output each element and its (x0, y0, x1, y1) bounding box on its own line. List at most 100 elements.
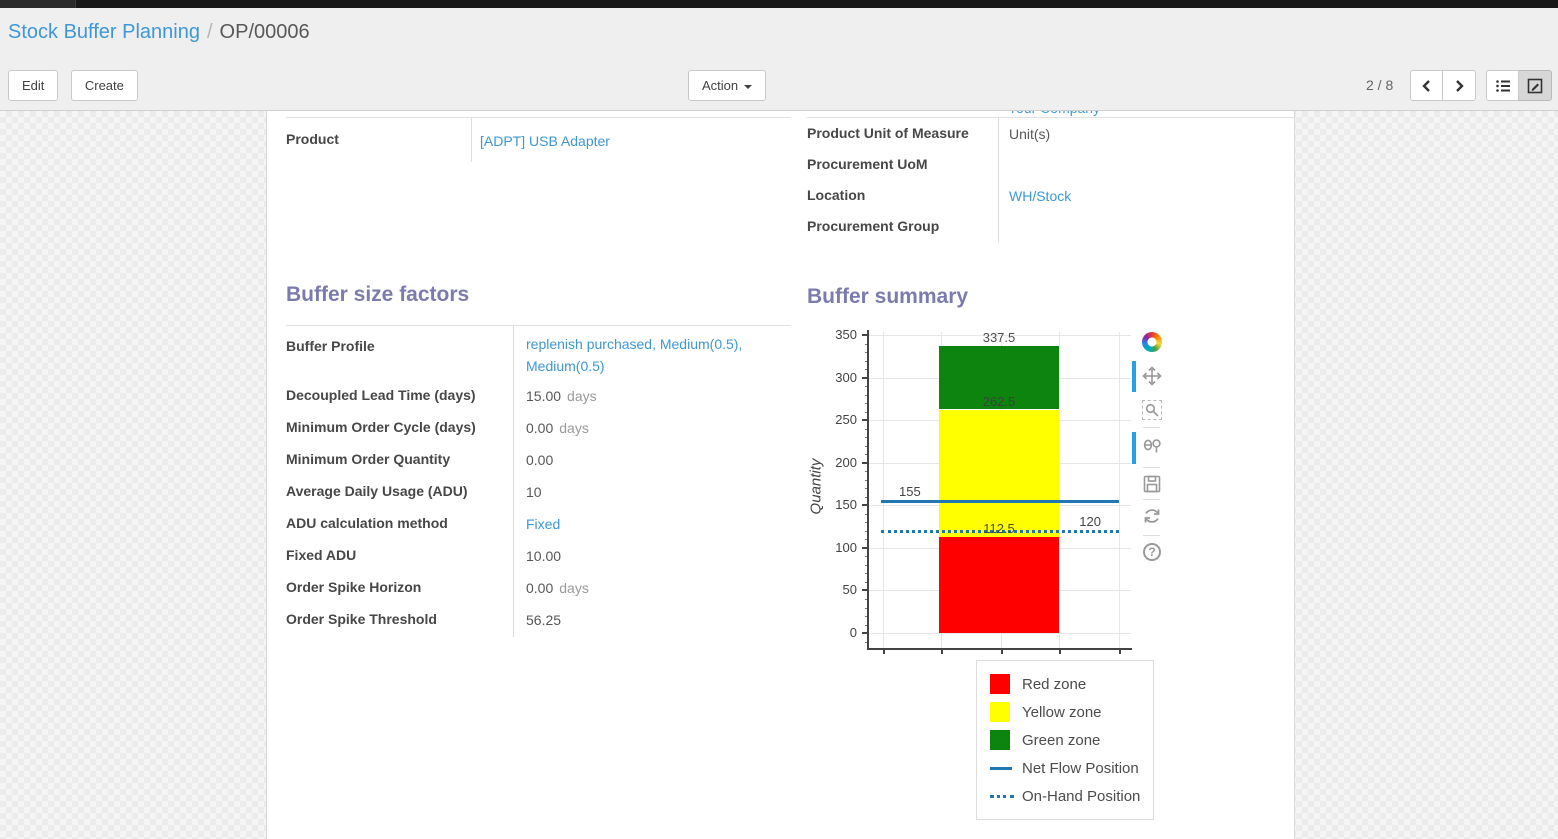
y-tick-label: 300 (835, 369, 857, 385)
create-button[interactable]: Create (70, 70, 138, 101)
buffer-profile-value-link[interactable]: replenish purchased, Medium(0.5), Medium… (526, 336, 743, 374)
chart-legend: Red zone Yellow zone Green zone Net Flow… (976, 660, 1154, 820)
red-zone-swatch (990, 674, 1010, 694)
min-order-qty-value: 0.00 (526, 452, 554, 468)
x-tick (883, 649, 885, 654)
chart-modebar (1132, 328, 1166, 578)
pager-counter[interactable]: 2 / 8 (1366, 77, 1394, 93)
field-row-fixed-adu: Fixed ADU 10.00 (286, 541, 791, 573)
field-row-procurement-uom: Procurement UoM (807, 149, 1294, 180)
location-label: Location (807, 187, 866, 203)
adu-method-value-link[interactable]: Fixed (526, 516, 561, 532)
x-tick (1001, 649, 1003, 654)
min-order-cycle-unit: days (559, 420, 589, 436)
zoom-icon[interactable] (1141, 399, 1163, 421)
field-row-dlt: Decoupled Lead Time (days) 15.00 days (286, 381, 791, 413)
main-background: Your Company Product [ADPT] USB Adapter … (0, 111, 1558, 839)
legend-item-red-zone[interactable]: Red zone (990, 670, 1153, 698)
on-hand-dots-swatch (990, 794, 1014, 798)
min-order-cycle-value: 0.00 (526, 420, 554, 436)
legend-item-yellow-zone[interactable]: Yellow zone (990, 698, 1153, 726)
bar-zone-yellow-zone (939, 409, 1059, 538)
pager-next-button[interactable] (1443, 70, 1476, 101)
pager-previous-button[interactable] (1410, 70, 1443, 101)
y-tick-label: 50 (842, 582, 857, 598)
product-label: Product (286, 131, 339, 147)
adu-value: 10 (526, 484, 542, 500)
line-value-label: 120 (1079, 513, 1101, 529)
legend-item-green-zone[interactable]: Green zone (990, 726, 1153, 754)
yellow-zone-swatch (990, 702, 1010, 722)
gridline-h (869, 335, 1131, 336)
net-flow-position-line (881, 500, 1119, 503)
x-tick (941, 649, 943, 654)
y-major-tick (862, 632, 869, 634)
compare-active-indicator (1132, 432, 1136, 464)
form-view-button[interactable] (1519, 70, 1552, 101)
breadcrumb-current: OP/00006 (219, 21, 310, 43)
help-icon[interactable] (1141, 541, 1163, 563)
legend-item-on-hand[interactable]: On-Hand Position (990, 782, 1153, 810)
product-value-link[interactable]: [ADPT] USB Adapter (480, 133, 610, 149)
buffer-profile-label: Buffer Profile (286, 338, 375, 354)
spike-horizon-unit: days (559, 580, 589, 596)
procurement-group-label: Procurement Group (807, 218, 940, 234)
field-row-min-order-cycle: Minimum Order Cycle (days) 0.00 days (286, 413, 791, 445)
control-panel: Stock Buffer Planning / OP/00006 Edit Crea… (0, 8, 1558, 111)
zone-value-label: 112.5 (983, 521, 1015, 537)
bar-zone-green-zone (939, 345, 1059, 410)
breadcrumb: Stock Buffer Planning / OP/00006 (8, 21, 310, 44)
buffer-size-factors-title: Buffer size factors (286, 283, 470, 306)
field-row-spike-threshold: Order Spike Threshold 56.25 (286, 605, 791, 637)
clipped-company-row: Your Company (1008, 111, 1288, 117)
fixed-adu-label: Fixed ADU (286, 547, 357, 563)
plotly-logo-icon[interactable] (1141, 331, 1163, 353)
list-view-button[interactable] (1486, 70, 1519, 101)
save-icon[interactable] (1141, 473, 1163, 495)
field-row-spike-horizon: Order Spike Horizon 0.00 days (286, 573, 791, 605)
action-dropdown-button[interactable]: Action (688, 70, 767, 101)
min-order-cycle-label: Minimum Order Cycle (days) (286, 419, 476, 435)
top-menu-segment (0, 0, 76, 8)
product-field-table: Product [ADPT] USB Adapter (286, 117, 791, 162)
y-tick-label: 350 (835, 327, 857, 342)
y-tick-label: 250 (835, 412, 857, 428)
field-row-min-order-qty: Minimum Order Quantity 0.00 (286, 445, 791, 477)
gridline-v (1119, 332, 1120, 648)
form-sheet: Your Company Product [ADPT] USB Adapter … (266, 111, 1295, 839)
field-row-product: Product [ADPT] USB Adapter (286, 118, 791, 162)
chart-y-axis-label: Quantity (807, 458, 825, 515)
form-edit-icon (1527, 78, 1543, 94)
breadcrumb-parent-link[interactable]: Stock Buffer Planning (8, 21, 200, 43)
x-tick (1059, 649, 1061, 654)
gridline-v (1059, 332, 1060, 648)
bar-zone-red-zone (939, 537, 1059, 633)
compare-hover-icon[interactable] (1141, 435, 1163, 457)
pan-active-indicator (1132, 361, 1136, 392)
y-tick-label: 200 (835, 454, 857, 470)
dlt-value: 15.00 (526, 388, 562, 404)
spike-threshold-label: Order Spike Threshold (286, 611, 437, 627)
field-row-product-uom: Product Unit of Measure Unit(s) (807, 118, 1294, 149)
edit-button[interactable]: Edit (8, 70, 59, 101)
reset-axes-icon[interactable] (1141, 505, 1163, 527)
y-axis-line (867, 330, 869, 650)
left-button-group: Edit Create (8, 70, 146, 101)
y-major-tick (862, 461, 869, 464)
list-icon (1495, 78, 1511, 94)
min-order-qty-label: Minimum Order Quantity (286, 451, 451, 467)
field-row-location: Location WH/Stock (807, 180, 1294, 211)
location-value-link[interactable]: WH/Stock (1009, 188, 1072, 204)
procurement-uom-label: Procurement UoM (807, 156, 928, 172)
plot-area: 112.5 262.5 337.5 155 120 0 50 100 150 200 250 300 3… (835, 327, 1132, 654)
pan-icon[interactable] (1141, 365, 1163, 387)
top-menu-bar (0, 0, 1558, 8)
center-button-group: Action (688, 70, 767, 101)
spike-horizon-value: 0.00 (526, 580, 554, 596)
pager-buttons (1410, 70, 1476, 101)
legend-item-net-flow[interactable]: Net Flow Position (990, 754, 1153, 782)
field-row-procurement-group: Procurement Group (807, 211, 1294, 242)
zone-value-label: 337.5 (982, 329, 1016, 345)
green-zone-swatch (990, 730, 1010, 750)
